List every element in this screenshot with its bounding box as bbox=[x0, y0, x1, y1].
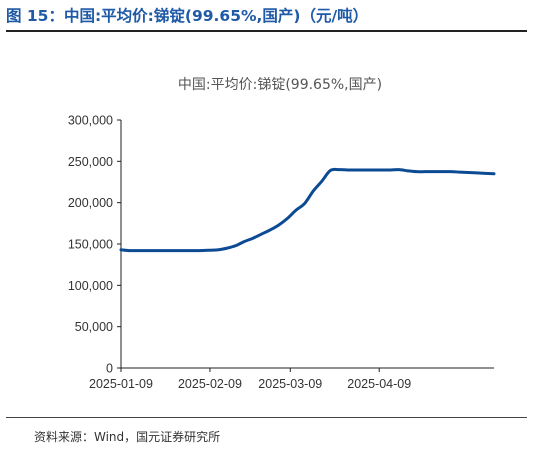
x-tick-label: 2025-04-09 bbox=[347, 377, 411, 391]
figure-title: 图 15：中国:平均价:锑锭(99.65%,国产)（元/吨） bbox=[6, 7, 369, 25]
x-tick-label: 2025-02-09 bbox=[178, 377, 242, 391]
x-tick-label: 2025-03-09 bbox=[258, 377, 322, 391]
series-layer bbox=[119, 167, 496, 253]
chart-axes: 0 50,000 100,000 150,000 200,000 250,000 300,0… bbox=[68, 114, 494, 391]
y-tick-label: 300,000 bbox=[68, 114, 113, 128]
chart-title: 中国:平均价:锑锭(99.65%,国产) bbox=[178, 77, 382, 93]
y-tick-label: 150,000 bbox=[68, 238, 113, 252]
top-rule bbox=[6, 30, 527, 32]
y-tick-label: 100,000 bbox=[68, 279, 113, 293]
y-tick-label: 0 bbox=[106, 362, 113, 376]
y-tick-label: 250,000 bbox=[68, 155, 113, 169]
y-tick-label: 50,000 bbox=[75, 320, 113, 334]
x-tick-label: 2025-01-09 bbox=[89, 377, 153, 391]
series-line bbox=[119, 167, 496, 253]
bottom-rule bbox=[6, 417, 527, 418]
y-tick-label: 200,000 bbox=[68, 196, 113, 210]
source-note: 资料来源：Wind，国元证券研究所 bbox=[34, 430, 221, 444]
